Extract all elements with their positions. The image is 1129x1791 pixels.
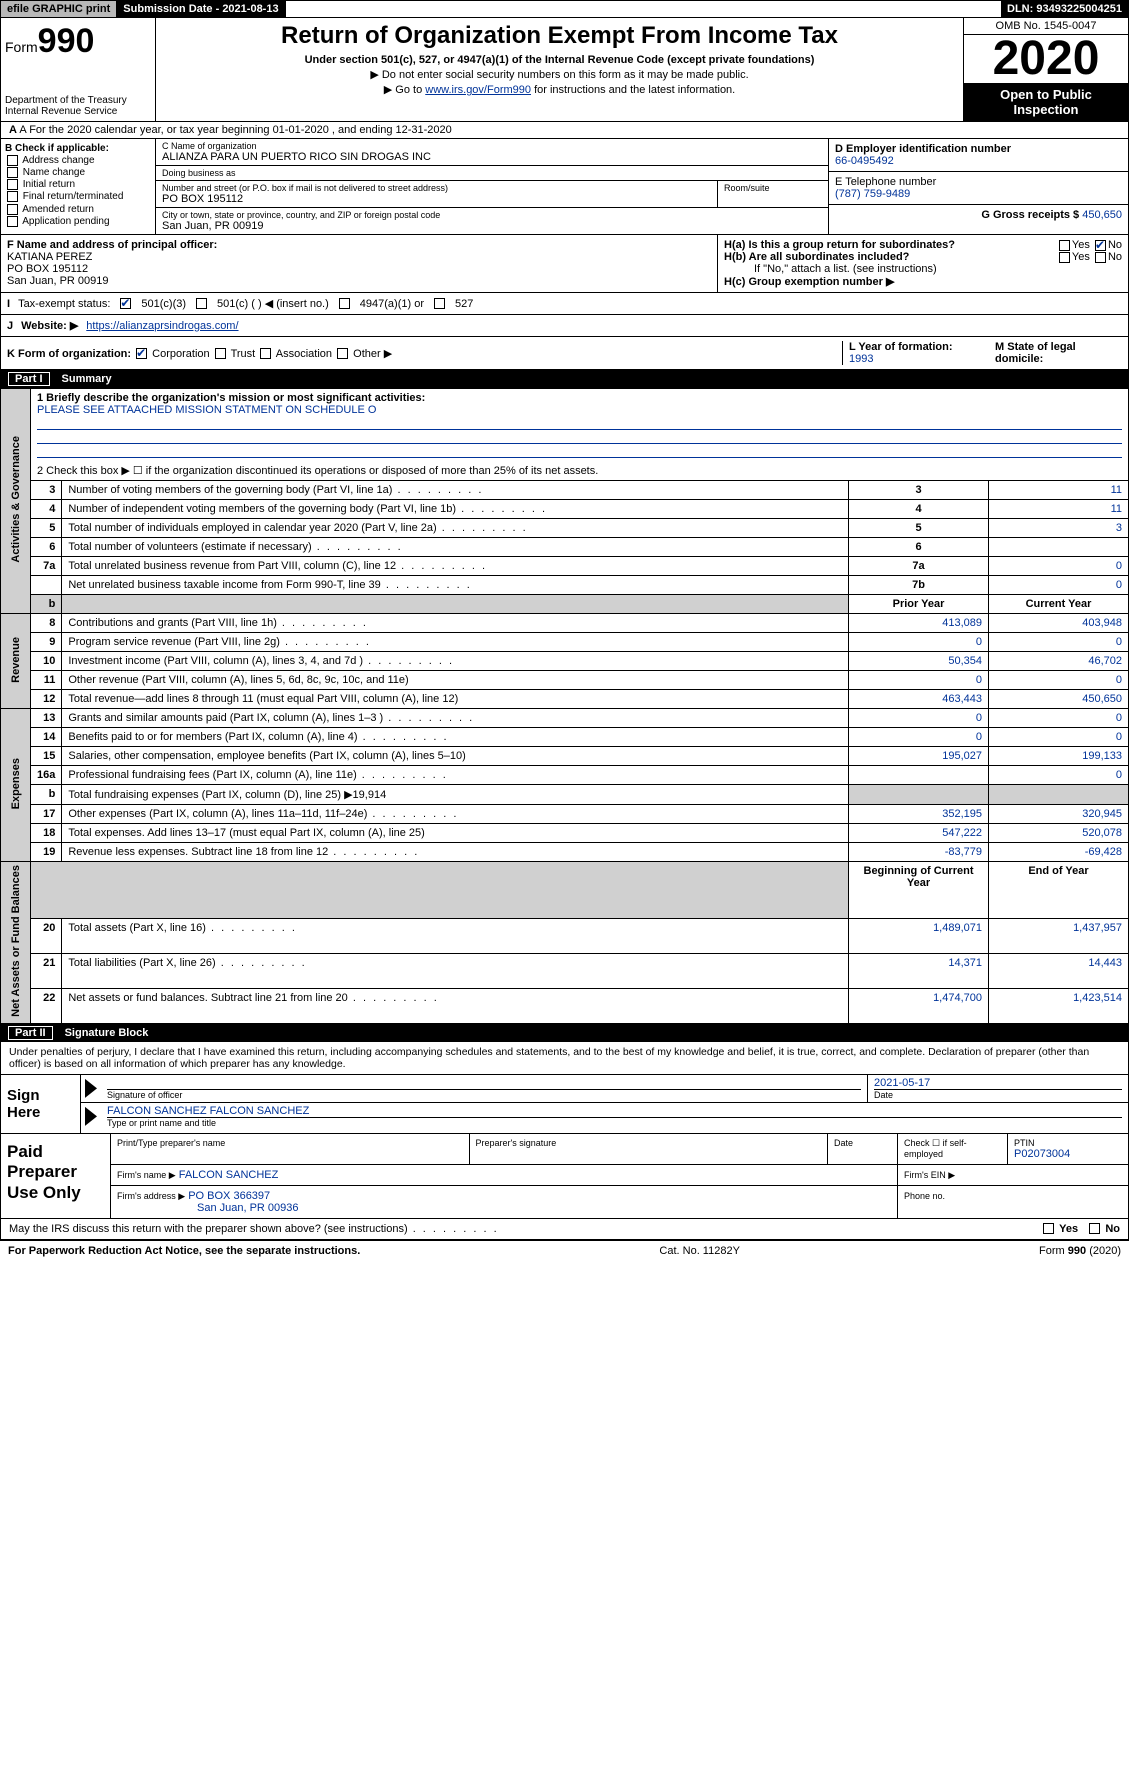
footer: For Paperwork Reduction Act Notice, see …	[0, 1240, 1129, 1261]
website-link[interactable]: https://alianzaprsindrogas.com/	[86, 320, 238, 332]
box-i: I Tax-exempt status: 501(c)(3) 501(c) ( …	[0, 293, 1129, 315]
sign-here-block: Sign Here Signature of officer 2021-05-1…	[0, 1075, 1129, 1134]
box-f: F Name and address of principal officer:…	[1, 235, 718, 292]
box-h: H(a) Is this a group return for subordin…	[718, 235, 1128, 292]
signer-name: FALCON SANCHEZ FALCON SANCHEZ	[107, 1105, 1122, 1117]
side-activities: Activities & Governance	[10, 436, 22, 563]
perjury-statement: Under penalties of perjury, I declare th…	[0, 1042, 1129, 1075]
ptin-value: P02073004	[1014, 1148, 1070, 1160]
org-name: ALIANZA PARA UN PUERTO RICO SIN DROGAS I…	[162, 151, 822, 163]
summary-table: Activities & Governance 1 Briefly descri…	[0, 388, 1129, 1024]
org-street: PO BOX 195112	[162, 193, 711, 205]
box-g: G Gross receipts $ 450,650	[829, 205, 1128, 225]
arrow-icon	[85, 1079, 97, 1098]
part-2-header: Part II Signature Block	[0, 1024, 1129, 1042]
mission-text: PLEASE SEE ATTAACHED MISSION STATMENT ON…	[37, 404, 376, 416]
subtitle-3: ▶ Go to www.irs.gov/Form990 for instruct…	[164, 83, 955, 96]
501c3-checkbox[interactable]	[120, 298, 131, 309]
subtitle-1: Under section 501(c), 527, or 4947(a)(1)…	[164, 54, 955, 66]
top-bar: efile GRAPHIC print Submission Date - 20…	[0, 0, 1129, 18]
row-f-h: F Name and address of principal officer:…	[0, 235, 1129, 293]
box-c: C Name of organization ALIANZA PARA UN P…	[156, 139, 828, 234]
side-expenses: Expenses	[10, 758, 22, 809]
dln-label: DLN: 93493225004251	[1001, 1, 1128, 17]
side-netassets: Net Assets or Fund Balances	[10, 865, 22, 1017]
entity-block: B Check if applicable: Address change Na…	[0, 139, 1129, 235]
instructions-link[interactable]: www.irs.gov/Form990	[425, 84, 531, 96]
sign-date: 2021-05-17	[874, 1077, 1122, 1089]
firm-address: PO BOX 366397	[188, 1190, 270, 1202]
submission-date: Submission Date - 2021-08-13	[117, 1, 285, 17]
efile-label[interactable]: efile GRAPHIC print	[1, 1, 117, 17]
box-b: B Check if applicable: Address change Na…	[1, 139, 156, 234]
discuss-row: May the IRS discuss this return with the…	[0, 1219, 1129, 1240]
arrow-icon	[85, 1107, 97, 1126]
firm-name: FALCON SANCHEZ	[179, 1169, 279, 1181]
form-number: Form990	[5, 22, 151, 61]
part-1-header: Part I Summary	[0, 370, 1129, 388]
side-revenue: Revenue	[10, 637, 22, 683]
phone-value: (787) 759-9489	[835, 188, 910, 200]
org-city: San Juan, PR 00919	[162, 220, 822, 232]
tax-year: 2020	[964, 35, 1128, 83]
subtitle-2: ▶ Do not enter social security numbers o…	[164, 68, 955, 81]
row-a-tax-year: A A For the 2020 calendar year, or tax y…	[0, 122, 1129, 139]
box-k: K Form of organization: Corporation Trus…	[0, 337, 1129, 370]
box-e: E Telephone number (787) 759-9489	[829, 172, 1128, 205]
form-title: Return of Organization Exempt From Incom…	[164, 22, 955, 50]
box-d: D Employer identification number 66-0495…	[829, 139, 1128, 172]
open-inspection: Open to Public Inspection	[964, 83, 1128, 121]
box-j: J Website: ▶ https://alianzaprsindrogas.…	[0, 315, 1129, 337]
form-header: Form990 Department of the Treasury Inter…	[0, 18, 1129, 122]
department-label: Department of the Treasury Internal Reve…	[5, 95, 151, 117]
ein-value: 66-0495492	[835, 155, 894, 167]
preparer-block: Paid Preparer Use Only Print/Type prepar…	[0, 1134, 1129, 1219]
